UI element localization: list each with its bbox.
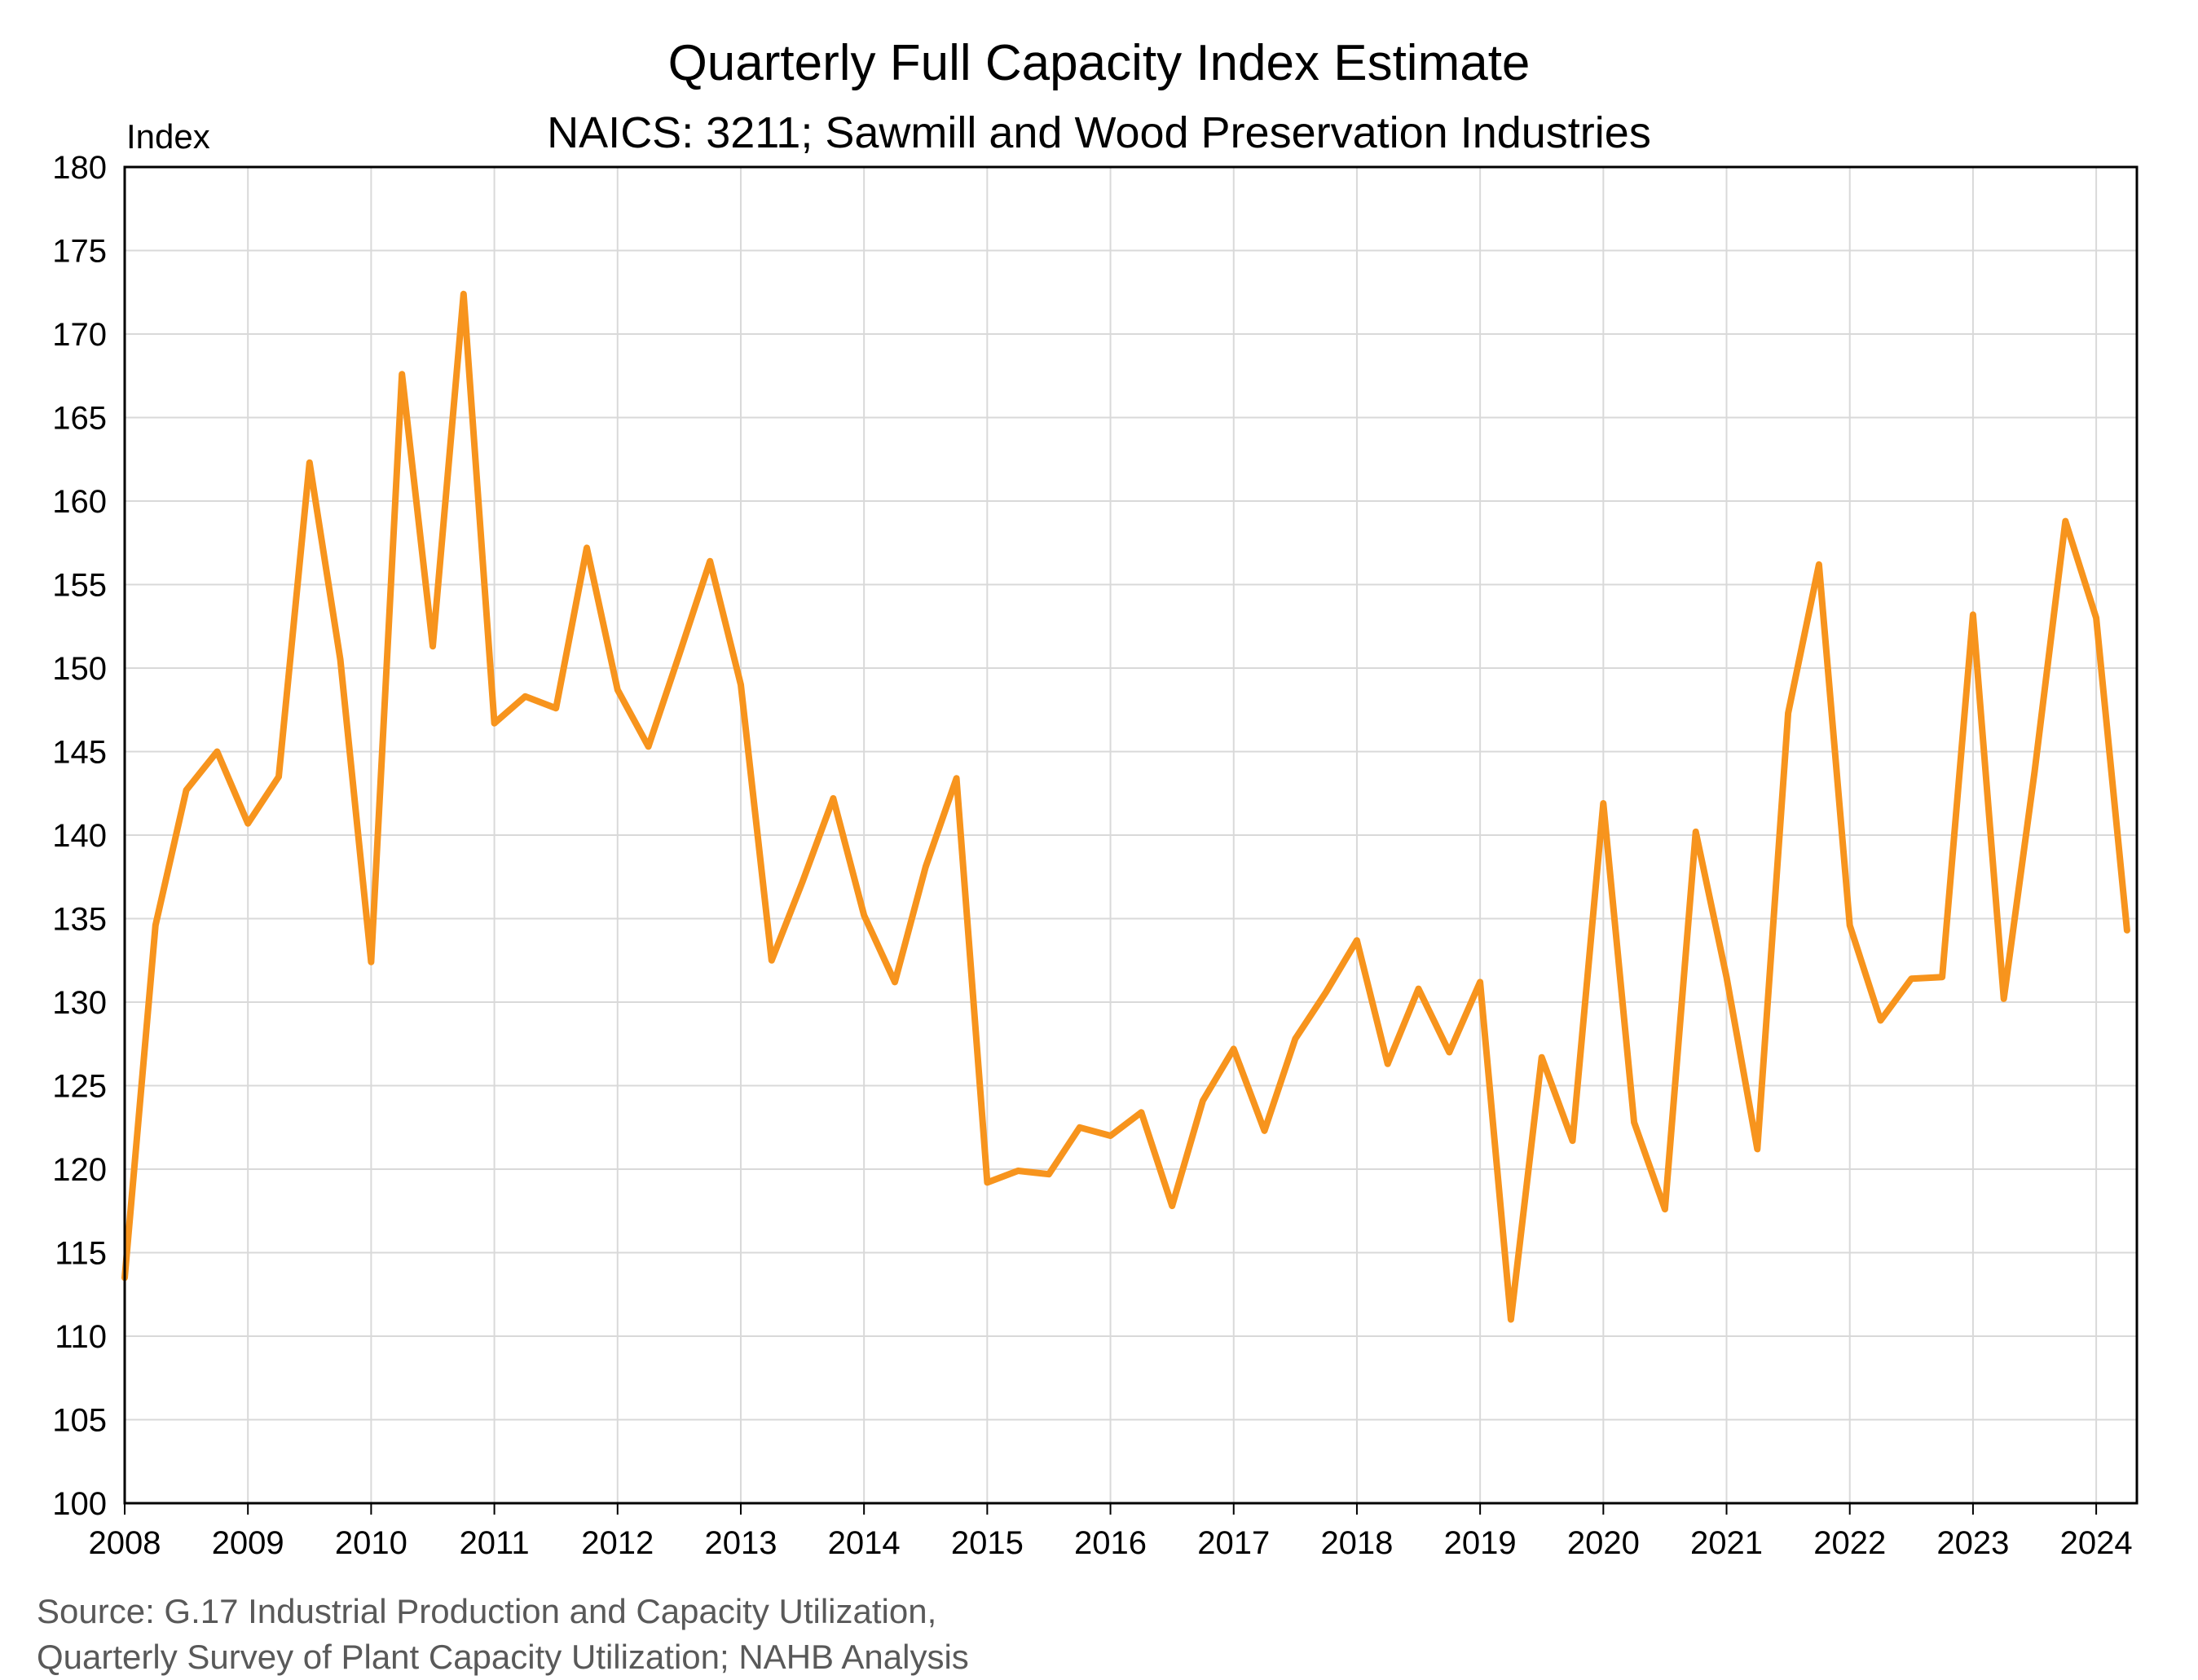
gridlines (124, 166, 2137, 1515)
x-tick-label: 2012 (581, 1525, 654, 1561)
y-tick-label: 110 (55, 1319, 107, 1355)
x-tick-label: 2016 (1074, 1525, 1147, 1561)
x-tick-label: 2014 (828, 1525, 901, 1561)
x-tick-labels: 2008 2009 2010 2011 2012 2013 2014 2015 2016 2017… (89, 1525, 2133, 1561)
x-tick-label: 2024 (2060, 1525, 2133, 1561)
x-tick-label: 2010 (335, 1525, 407, 1561)
y-tick-label: 170 (52, 317, 107, 353)
x-tick-label: 2021 (1690, 1525, 1763, 1561)
y-axis-label: Index (126, 117, 210, 156)
y-tick-label: 165 (52, 401, 107, 437)
y-tick-label: 155 (52, 568, 107, 604)
series-lines (121, 290, 2130, 1323)
y-tick-label: 175 (52, 234, 107, 270)
y-tick-label: 115 (55, 1236, 107, 1272)
series-line-0 (121, 290, 2130, 1323)
y-tick-label: 105 (52, 1403, 107, 1439)
x-tick-label: 2020 (1567, 1525, 1640, 1561)
x-tick-label: 2008 (89, 1525, 161, 1561)
y-tick-label: 100 (52, 1486, 107, 1522)
y-tick-label: 140 (52, 818, 107, 854)
y-tick-label: 125 (52, 1069, 107, 1105)
x-tick-label: 2013 (704, 1525, 777, 1561)
chart-title: Quarterly Full Capacity Index Estimate (667, 35, 1531, 91)
line-chart: 100 105 110 115 120 125 130 135 140 145 150 155 160 1… (52, 150, 2139, 1561)
x-tick-label: 2023 (1936, 1525, 2009, 1561)
y-tick-label: 145 (52, 735, 107, 771)
x-tick-label: 2011 (460, 1525, 530, 1561)
x-tick-label: 2018 (1320, 1525, 1393, 1561)
chart-subtitle: NAICS: 3211; Sawmill and Wood Preservati… (547, 108, 1651, 157)
y-tick-label: 150 (52, 651, 107, 687)
source-line-2: Quarterly Survey of Plant Capacity Utili… (37, 1638, 969, 1676)
y-tick-label: 135 (52, 902, 107, 938)
y-tick-label: 180 (52, 150, 107, 186)
x-tick-label: 2017 (1197, 1525, 1270, 1561)
y-tick-label: 120 (52, 1152, 107, 1188)
y-tick-label: 160 (52, 484, 107, 520)
y-tick-label: 130 (52, 985, 107, 1021)
source-line-1: Source: G.17 Industrial Production and C… (37, 1592, 937, 1630)
x-tick-label: 2019 (1444, 1525, 1517, 1561)
x-tick-label: 2015 (951, 1525, 1024, 1561)
plot-frame (123, 165, 2139, 1505)
x-tick-label: 2022 (1813, 1525, 1886, 1561)
x-tick-label: 2009 (212, 1525, 284, 1561)
source-note: Source: G.17 Industrial Production and C… (37, 1589, 969, 1680)
y-tick-labels: 100 105 110 115 120 125 130 135 140 145 150 155 160 1… (52, 150, 107, 1522)
